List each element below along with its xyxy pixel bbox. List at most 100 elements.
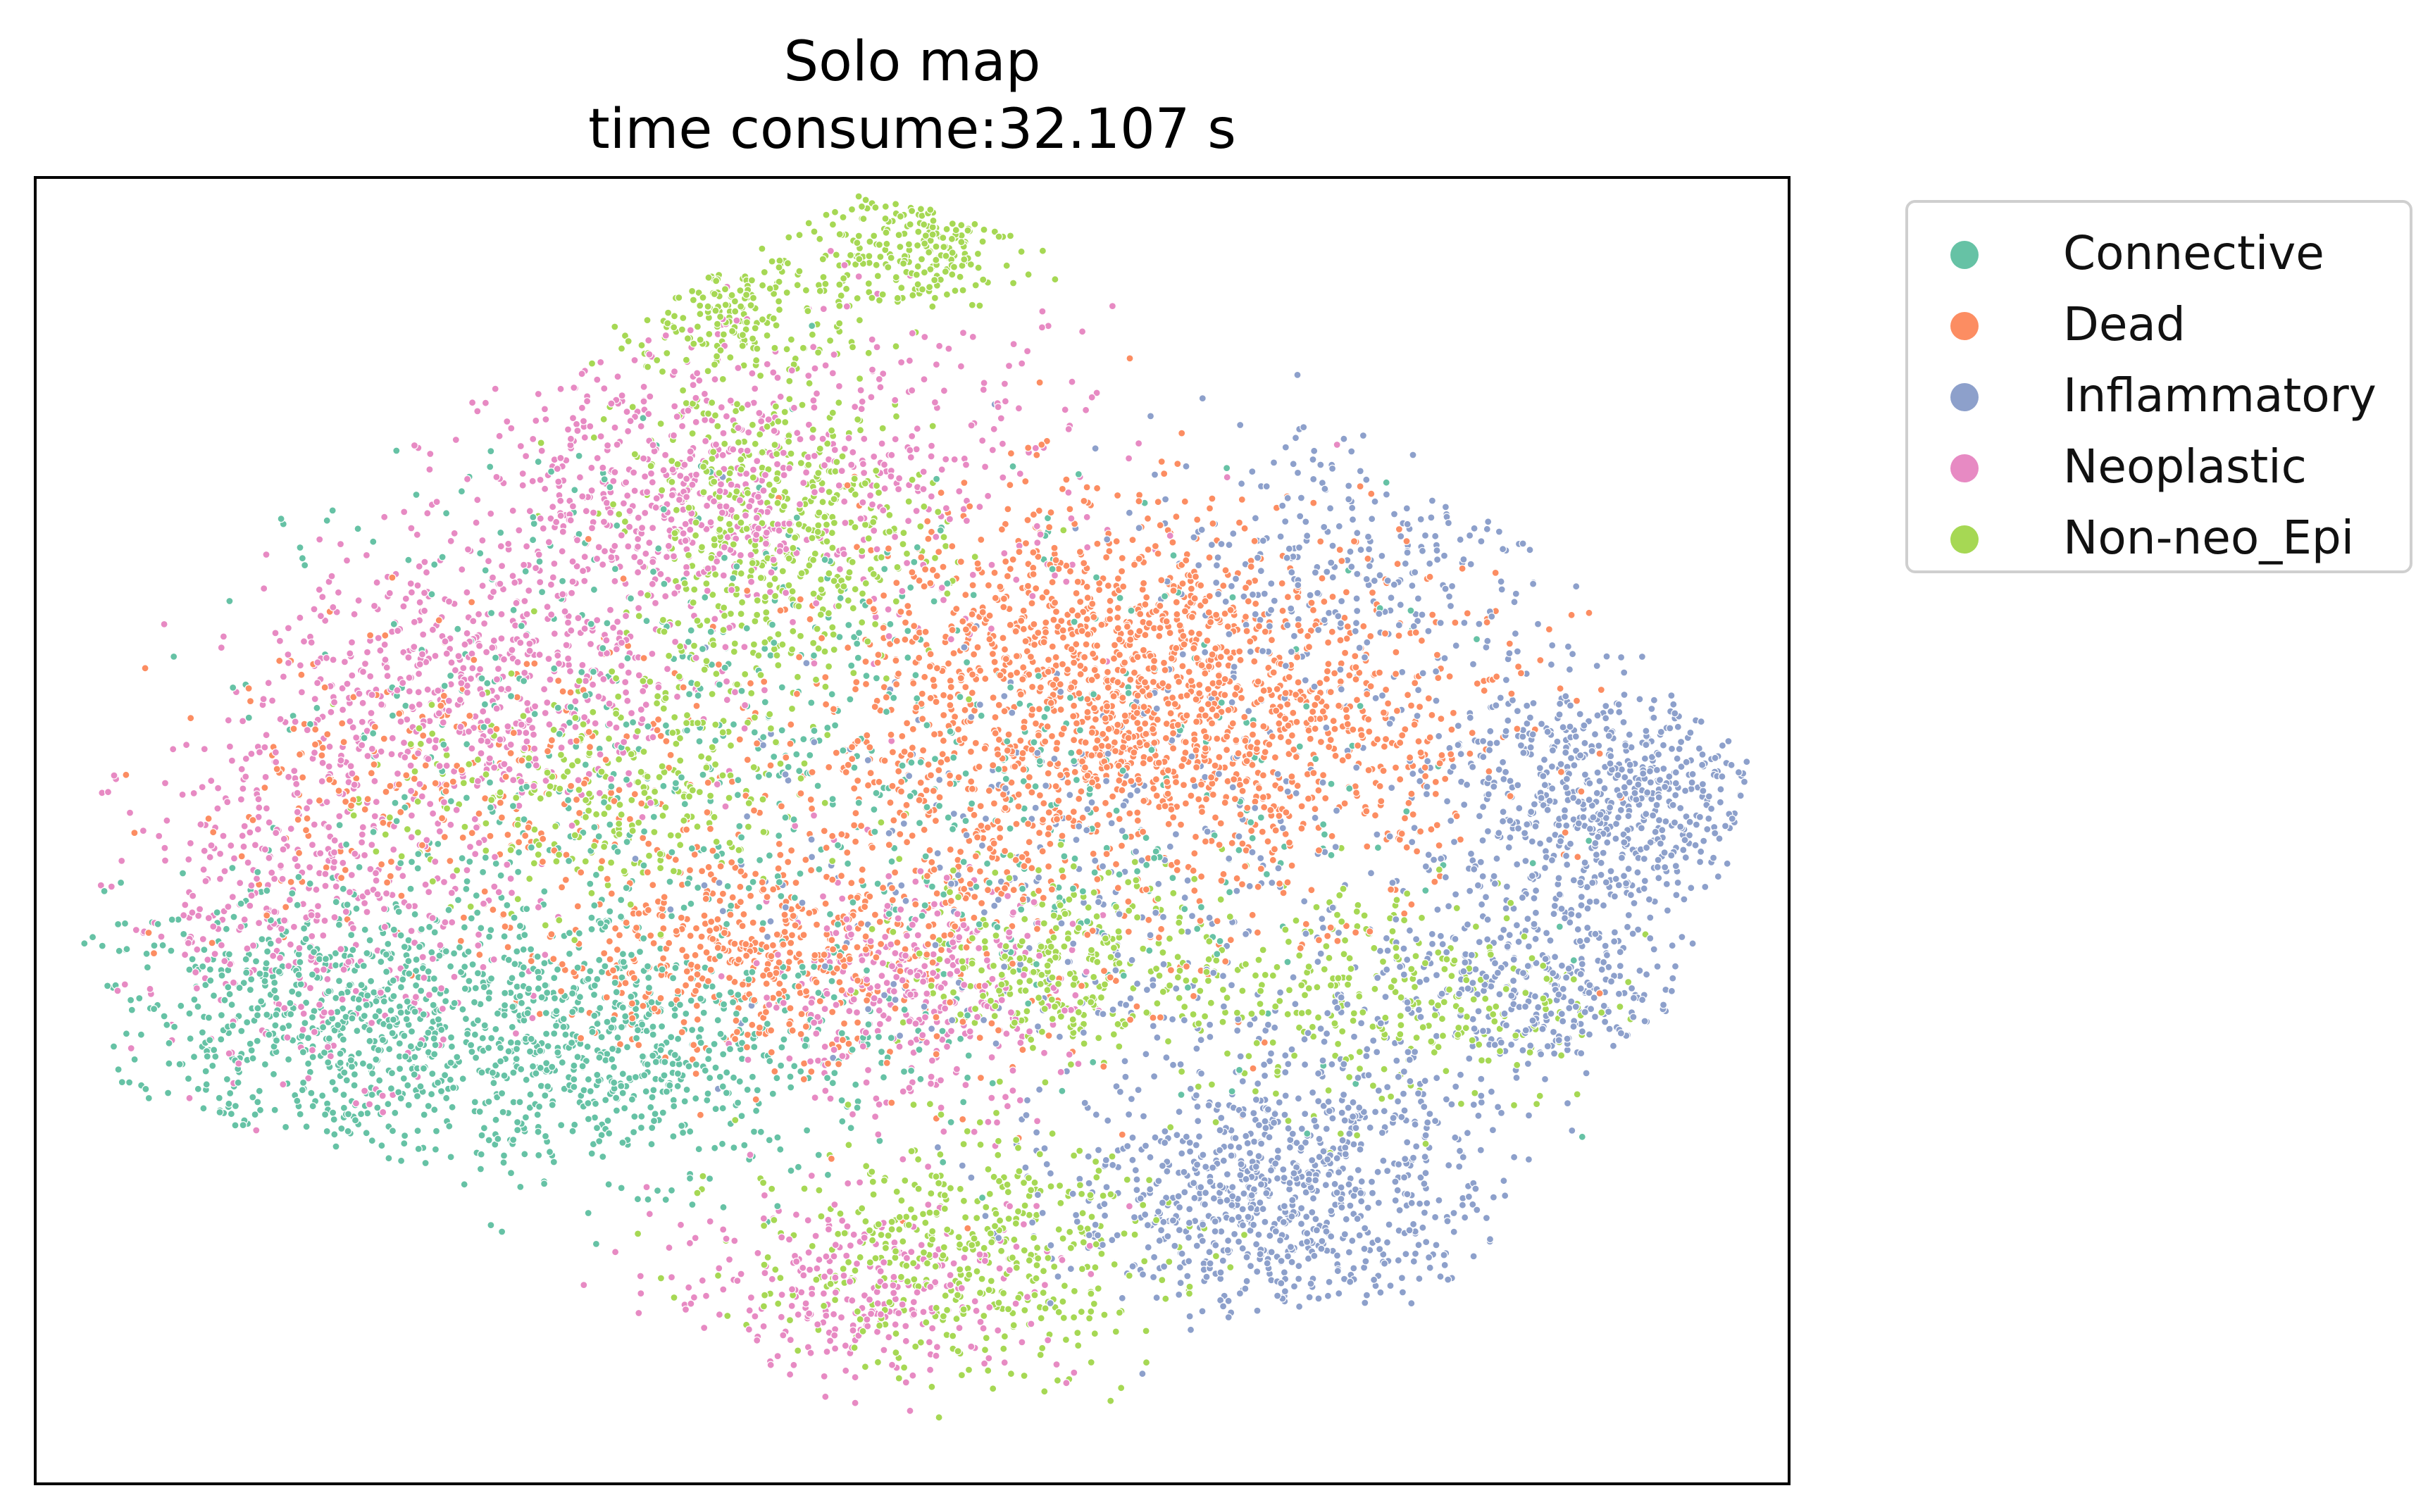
scatter-point (1153, 999, 1162, 1008)
scatter-point (320, 1008, 328, 1017)
scatter-point (1278, 579, 1286, 588)
scatter-point (499, 1151, 509, 1160)
scatter-point (697, 867, 706, 875)
scatter-point (1605, 1025, 1614, 1033)
scatter-point (1057, 1199, 1065, 1208)
scatter-point (114, 1065, 123, 1074)
scatter-point (971, 739, 980, 747)
scatter-point (1228, 1087, 1236, 1096)
scatter-point (797, 569, 806, 577)
scatter-point (818, 892, 828, 901)
scatter-point (1489, 1193, 1497, 1201)
scatter-point (1031, 719, 1040, 728)
scatter-point (1197, 1036, 1205, 1044)
scatter-point (1018, 359, 1026, 368)
scatter-point (366, 865, 375, 873)
scatter-point (1179, 780, 1188, 789)
scatter-point (161, 779, 170, 787)
scatter-point (1399, 1089, 1408, 1098)
scatter-point (802, 856, 810, 864)
scatter-point (752, 739, 761, 748)
scatter-point (1197, 705, 1206, 714)
scatter-point (1576, 937, 1584, 945)
scatter-point (509, 729, 518, 737)
scatter-point (1225, 854, 1233, 863)
scatter-point (781, 418, 790, 427)
scatter-point (1505, 639, 1514, 648)
scatter-point (550, 630, 559, 638)
scatter-point (759, 1322, 768, 1331)
scatter-point (1031, 804, 1040, 812)
scatter-point (1025, 1211, 1033, 1219)
scatter-point (890, 816, 898, 825)
scatter-point (341, 866, 349, 875)
scatter-point (1519, 539, 1527, 548)
scatter-point (533, 1111, 542, 1119)
scatter-point (711, 411, 720, 420)
scatter-point (912, 445, 921, 454)
scatter-point (888, 1218, 896, 1226)
scatter-point (337, 1124, 346, 1133)
scatter-point (862, 1078, 871, 1087)
scatter-point (1570, 761, 1578, 770)
scatter-point (612, 645, 621, 654)
scatter-point (1189, 992, 1198, 1001)
scatter-point (1585, 1030, 1594, 1039)
scatter-point (977, 535, 985, 544)
scatter-point (1185, 1257, 1193, 1266)
scatter-point (807, 1171, 816, 1180)
scatter-point (161, 856, 170, 865)
scatter-point (1247, 818, 1255, 827)
scatter-point (219, 632, 228, 641)
scatter-point (1653, 962, 1662, 971)
scatter-point (1316, 737, 1326, 746)
scatter-point (836, 594, 845, 602)
scatter-point (729, 720, 738, 729)
scatter-point (606, 606, 615, 614)
scatter-point (1617, 806, 1625, 814)
scatter-point (1428, 611, 1437, 619)
scatter-point (844, 644, 852, 652)
scatter-point (649, 1030, 657, 1039)
scatter-point (1222, 746, 1231, 754)
scatter-point (1154, 894, 1162, 903)
scatter-point (1108, 792, 1117, 801)
scatter-point (1109, 1005, 1117, 1014)
scatter-point (778, 683, 786, 692)
scatter-point (262, 804, 270, 813)
scatter-point (994, 1151, 1002, 1159)
scatter-point (474, 930, 483, 939)
scatter-point (902, 558, 911, 568)
scatter-point (1414, 594, 1423, 603)
scatter-point (416, 660, 424, 668)
scatter-point (285, 896, 294, 904)
scatter-point (760, 1291, 769, 1299)
scatter-point (1259, 771, 1268, 780)
scatter-point (615, 786, 623, 794)
scatter-point (388, 711, 397, 720)
scatter-point (1309, 707, 1317, 716)
scatter-point (1275, 719, 1283, 727)
scatter-point (1396, 775, 1405, 784)
scatter-point (901, 635, 909, 644)
scatter-point (528, 477, 537, 485)
scatter-point (1045, 1031, 1053, 1040)
scatter-point (1679, 846, 1688, 854)
scatter-point (1337, 596, 1346, 606)
scatter-point (1103, 668, 1112, 676)
scatter-point (1402, 807, 1411, 816)
scatter-point (851, 260, 860, 269)
scatter-point (892, 637, 901, 645)
scatter-point (453, 866, 461, 875)
scatter-point (1038, 900, 1047, 908)
scatter-point (984, 581, 993, 589)
scatter-point (640, 382, 648, 391)
scatter-point (1012, 820, 1021, 828)
scatter-point (1630, 899, 1638, 908)
scatter-point (1441, 503, 1450, 511)
scatter-point (978, 436, 987, 445)
scatter-point (909, 1298, 918, 1306)
scatter-point (1460, 618, 1469, 627)
scatter-point (1563, 861, 1571, 869)
scatter-point (1362, 575, 1371, 584)
